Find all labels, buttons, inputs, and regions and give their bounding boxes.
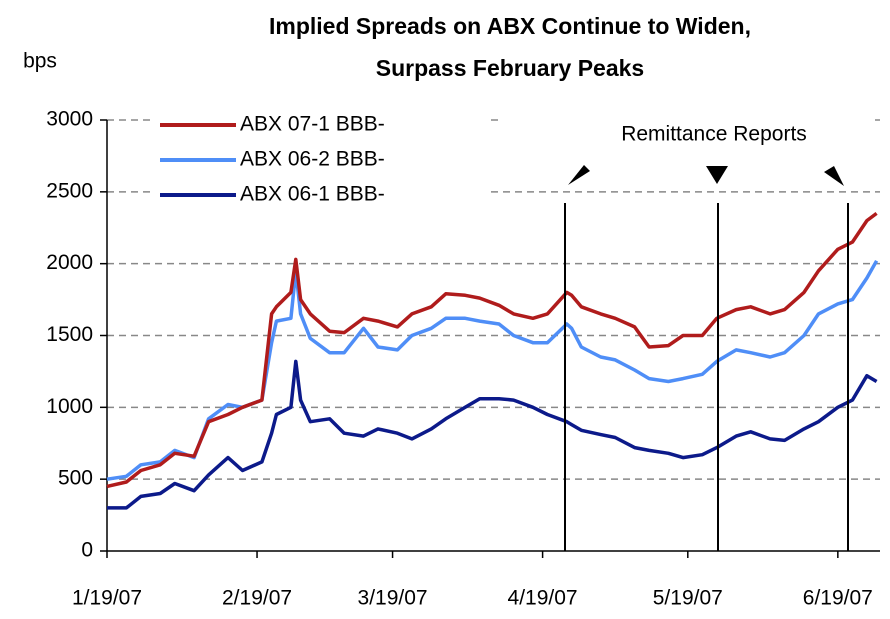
- x-tick-label: 6/19/07: [803, 587, 873, 610]
- y-axis-label: bps: [23, 50, 57, 73]
- legend-label: ABX 07-1 BBB-: [240, 113, 385, 136]
- y-tick-label: 2500: [46, 179, 93, 202]
- remittance-markers: [564, 165, 849, 551]
- y-tick-label: 2000: [46, 251, 93, 274]
- chart-title: Surpass February Peaks: [376, 55, 644, 81]
- y-tick-label: 1500: [46, 323, 93, 346]
- arrow: [706, 166, 728, 184]
- legend: ABX 07-1 BBB- ABX 06-2 BBB- ABX 06-1 BBB-: [150, 108, 490, 213]
- series-line: [106, 211, 878, 489]
- y-tick-label: 500: [58, 467, 93, 490]
- annotation: Remittance Reports: [621, 123, 807, 146]
- legend-label: ABX 06-1 BBB-: [240, 183, 385, 206]
- x-tick-label: 5/19/07: [653, 587, 723, 610]
- x-tick-label: 2/19/07: [222, 587, 292, 610]
- y-tick-label: 1000: [46, 395, 93, 418]
- x-tick-label: 1/19/07: [72, 587, 142, 610]
- y-tick-label: 0: [81, 539, 93, 562]
- y-tick-label: 3000: [46, 108, 93, 131]
- plot-area: 0 500 1000 1500 2000 2500 3000 1/19/07 2/19/07 3/…: [46, 108, 880, 610]
- x-tick-label: 3/19/07: [358, 587, 428, 610]
- chart-title: Implied Spreads on ABX Continue to Widen…: [269, 13, 751, 39]
- x-tick-label: 4/19/07: [508, 587, 578, 610]
- legend-label: ABX 06-2 BBB-: [240, 148, 385, 171]
- series-line: [107, 359, 878, 510]
- arrow: [568, 165, 590, 185]
- annotation-bg: [500, 118, 870, 152]
- arrow: [824, 166, 844, 186]
- series-line: [106, 259, 879, 481]
